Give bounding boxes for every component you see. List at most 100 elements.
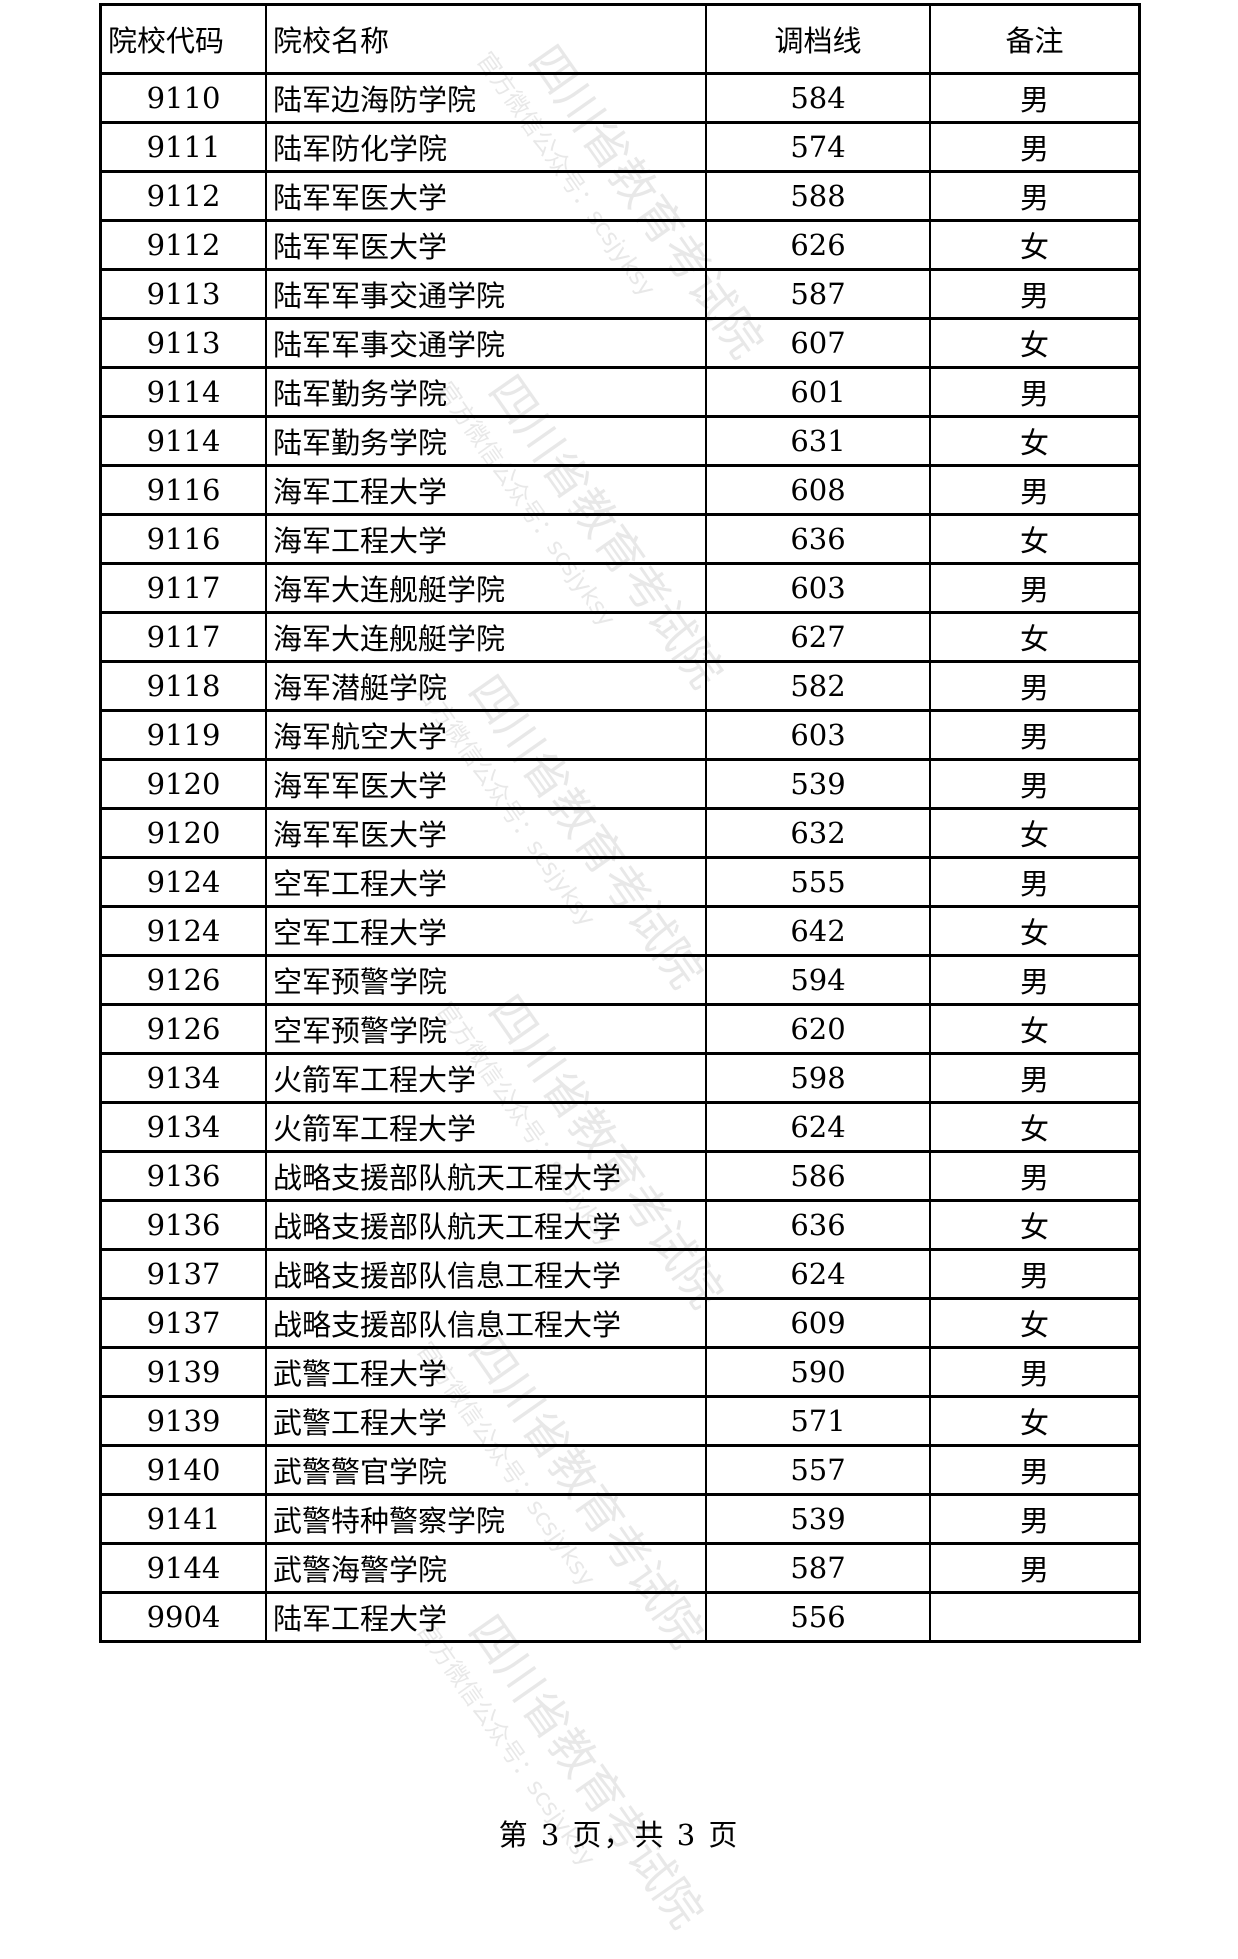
score-line-cell: 603 bbox=[705, 709, 931, 761]
table-row: 9113 陆军军事交通学院 607 女 bbox=[99, 317, 1141, 369]
score-line-cell: 582 bbox=[705, 660, 931, 712]
school-code-cell: 9112 bbox=[99, 170, 267, 222]
table-row: 9137 战略支援部队信息工程大学 609 女 bbox=[99, 1297, 1141, 1349]
school-code-cell: 9110 bbox=[99, 72, 267, 124]
score-line-cell: 632 bbox=[705, 807, 931, 859]
score-line-cell: 539 bbox=[705, 758, 931, 810]
score-line-cell: 636 bbox=[705, 513, 931, 565]
school-name-cell: 海军大连舰艇学院 bbox=[265, 562, 707, 614]
school-code-cell: 9116 bbox=[99, 513, 267, 565]
school-name-cell: 陆军军事交通学院 bbox=[265, 317, 707, 369]
school-code-cell: 9114 bbox=[99, 415, 267, 467]
score-line-cell: 555 bbox=[705, 856, 931, 908]
header-note: 备注 bbox=[929, 3, 1141, 75]
score-line-cell: 590 bbox=[705, 1346, 931, 1398]
school-name-cell: 战略支援部队航天工程大学 bbox=[265, 1199, 707, 1251]
note-cell: 女 bbox=[929, 611, 1141, 663]
table-row: 9137 战略支援部队信息工程大学 624 男 bbox=[99, 1248, 1141, 1300]
school-name-cell: 海军潜艇学院 bbox=[265, 660, 707, 712]
table-row: 9904 陆军工程大学 556 bbox=[99, 1591, 1141, 1643]
note-cell: 男 bbox=[929, 856, 1141, 908]
school-code-cell: 9113 bbox=[99, 317, 267, 369]
note-cell: 女 bbox=[929, 219, 1141, 271]
school-name-cell: 陆军勤务学院 bbox=[265, 415, 707, 467]
score-line-cell: 571 bbox=[705, 1395, 931, 1447]
score-line-cell: 636 bbox=[705, 1199, 931, 1251]
score-line-cell: 587 bbox=[705, 268, 931, 320]
school-code-cell: 9116 bbox=[99, 464, 267, 516]
table-row: 9113 陆军军事交通学院 587 男 bbox=[99, 268, 1141, 320]
school-code-cell: 9141 bbox=[99, 1493, 267, 1545]
note-cell: 男 bbox=[929, 170, 1141, 222]
table-row: 9124 空军工程大学 642 女 bbox=[99, 905, 1141, 957]
school-code-cell: 9136 bbox=[99, 1150, 267, 1202]
table-row: 9112 陆军军医大学 626 女 bbox=[99, 219, 1141, 271]
table-row: 9119 海军航空大学 603 男 bbox=[99, 709, 1141, 761]
table-row: 9124 空军工程大学 555 男 bbox=[99, 856, 1141, 908]
school-name-cell: 战略支援部队信息工程大学 bbox=[265, 1297, 707, 1349]
note-cell: 男 bbox=[929, 366, 1141, 418]
note-cell: 男 bbox=[929, 268, 1141, 320]
table-row: 9117 海军大连舰艇学院 603 男 bbox=[99, 562, 1141, 614]
school-code-cell: 9111 bbox=[99, 121, 267, 173]
score-line-cell: 642 bbox=[705, 905, 931, 957]
note-cell: 男 bbox=[929, 709, 1141, 761]
school-name-cell: 海军军医大学 bbox=[265, 807, 707, 859]
note-cell: 男 bbox=[929, 1150, 1141, 1202]
note-cell: 女 bbox=[929, 1199, 1141, 1251]
score-line-cell: 627 bbox=[705, 611, 931, 663]
note-cell: 女 bbox=[929, 1297, 1141, 1349]
table-row: 9126 空军预警学院 620 女 bbox=[99, 1003, 1141, 1055]
note-cell: 女 bbox=[929, 1003, 1141, 1055]
score-line-cell: 539 bbox=[705, 1493, 931, 1545]
note-cell: 男 bbox=[929, 562, 1141, 614]
school-code-cell: 9136 bbox=[99, 1199, 267, 1251]
table-header-row: 院校代码 院校名称 调档线 备注 bbox=[99, 3, 1141, 75]
school-name-cell: 陆军边海防学院 bbox=[265, 72, 707, 124]
score-line-cell: 631 bbox=[705, 415, 931, 467]
school-name-cell: 空军预警学院 bbox=[265, 1003, 707, 1055]
score-line-cell: 626 bbox=[705, 219, 931, 271]
table-row: 9116 海军工程大学 636 女 bbox=[99, 513, 1141, 565]
score-line-cell: 608 bbox=[705, 464, 931, 516]
school-code-cell: 9134 bbox=[99, 1052, 267, 1104]
page-footer: 第 3 页，共 3 页 bbox=[498, 1818, 740, 1852]
score-line-cell: 598 bbox=[705, 1052, 931, 1104]
school-name-cell: 陆军勤务学院 bbox=[265, 366, 707, 418]
note-cell: 男 bbox=[929, 758, 1141, 810]
note-cell bbox=[929, 1591, 1141, 1643]
note-cell: 男 bbox=[929, 1542, 1141, 1594]
note-cell: 男 bbox=[929, 72, 1141, 124]
school-code-cell: 9139 bbox=[99, 1395, 267, 1447]
school-code-cell: 9114 bbox=[99, 366, 267, 418]
school-name-cell: 战略支援部队航天工程大学 bbox=[265, 1150, 707, 1202]
note-cell: 男 bbox=[929, 1346, 1141, 1398]
note-cell: 男 bbox=[929, 660, 1141, 712]
table-row: 9114 陆军勤务学院 631 女 bbox=[99, 415, 1141, 467]
school-code-cell: 9118 bbox=[99, 660, 267, 712]
school-name-cell: 陆军军医大学 bbox=[265, 219, 707, 271]
table-row: 9117 海军大连舰艇学院 627 女 bbox=[99, 611, 1141, 663]
note-cell: 男 bbox=[929, 1248, 1141, 1300]
table-row: 9140 武警警官学院 557 男 bbox=[99, 1444, 1141, 1496]
note-cell: 男 bbox=[929, 954, 1141, 1006]
header-name: 院校名称 bbox=[265, 3, 707, 75]
note-cell: 女 bbox=[929, 807, 1141, 859]
note-cell: 女 bbox=[929, 317, 1141, 369]
score-line-cell: 624 bbox=[705, 1248, 931, 1300]
table-row: 9134 火箭军工程大学 624 女 bbox=[99, 1101, 1141, 1153]
table-row: 9134 火箭军工程大学 598 男 bbox=[99, 1052, 1141, 1104]
school-code-cell: 9126 bbox=[99, 954, 267, 1006]
note-cell: 女 bbox=[929, 905, 1141, 957]
school-name-cell: 海军工程大学 bbox=[265, 513, 707, 565]
score-line-cell: 624 bbox=[705, 1101, 931, 1153]
school-name-cell: 火箭军工程大学 bbox=[265, 1101, 707, 1153]
table-row: 9136 战略支援部队航天工程大学 636 女 bbox=[99, 1199, 1141, 1251]
table-row: 9110 陆军边海防学院 584 男 bbox=[99, 72, 1141, 124]
school-code-cell: 9117 bbox=[99, 562, 267, 614]
school-code-cell: 9137 bbox=[99, 1297, 267, 1349]
table-row: 9118 海军潜艇学院 582 男 bbox=[99, 660, 1141, 712]
school-code-cell: 9117 bbox=[99, 611, 267, 663]
table-row: 9112 陆军军医大学 588 男 bbox=[99, 170, 1141, 222]
score-line-cell: 574 bbox=[705, 121, 931, 173]
